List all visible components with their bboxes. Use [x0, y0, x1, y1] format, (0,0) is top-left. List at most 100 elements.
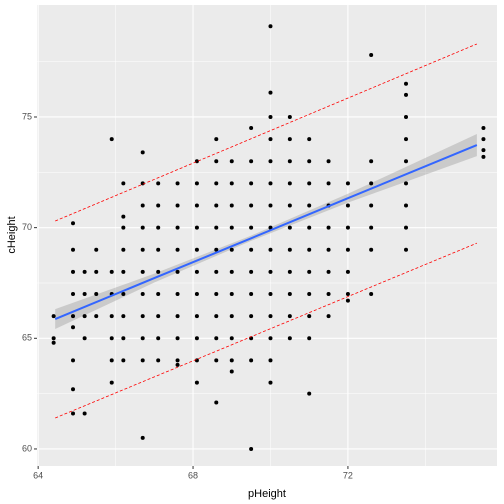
- point: [121, 214, 126, 219]
- point: [140, 269, 145, 274]
- point: [140, 181, 145, 186]
- point: [249, 225, 254, 230]
- point: [307, 269, 312, 274]
- point: [109, 269, 114, 274]
- point: [109, 358, 114, 363]
- point: [175, 247, 180, 252]
- point: [369, 225, 374, 230]
- point: [326, 225, 331, 230]
- point: [214, 314, 219, 319]
- panel: [37, 5, 497, 466]
- x-tick-label: 68: [188, 470, 198, 480]
- point: [82, 314, 87, 319]
- point: [214, 203, 219, 208]
- point: [71, 314, 76, 319]
- point: [175, 269, 180, 274]
- point: [194, 181, 199, 186]
- point: [307, 159, 312, 164]
- point: [345, 203, 350, 208]
- point: [175, 358, 180, 363]
- point: [175, 314, 180, 319]
- point: [194, 292, 199, 297]
- point: [214, 336, 219, 341]
- point: [51, 314, 56, 319]
- point: [175, 336, 180, 341]
- point: [326, 314, 331, 319]
- point: [268, 181, 273, 186]
- point: [404, 114, 409, 119]
- point: [268, 292, 273, 297]
- point: [156, 203, 161, 208]
- point: [175, 362, 180, 367]
- point: [268, 203, 273, 208]
- point: [71, 325, 76, 330]
- point: [369, 53, 374, 58]
- point: [229, 159, 234, 164]
- point: [268, 225, 273, 230]
- point: [214, 159, 219, 164]
- point: [121, 269, 126, 274]
- point: [229, 358, 234, 363]
- point: [268, 247, 273, 252]
- x-tick-label: 64: [33, 470, 43, 480]
- point: [404, 181, 409, 186]
- point: [249, 358, 254, 363]
- point: [214, 225, 219, 230]
- point: [121, 336, 126, 341]
- point: [369, 292, 374, 297]
- point: [156, 225, 161, 230]
- point: [175, 292, 180, 297]
- point: [71, 358, 76, 363]
- point: [287, 137, 292, 142]
- point: [326, 181, 331, 186]
- point: [287, 159, 292, 164]
- point: [481, 137, 486, 142]
- point: [229, 292, 234, 297]
- point: [214, 292, 219, 297]
- point: [121, 225, 126, 230]
- point: [140, 358, 145, 363]
- point: [249, 292, 254, 297]
- point: [404, 203, 409, 208]
- point: [326, 247, 331, 252]
- point: [229, 225, 234, 230]
- point: [307, 314, 312, 319]
- point: [214, 358, 219, 363]
- point: [229, 314, 234, 319]
- point: [140, 247, 145, 252]
- point: [404, 92, 409, 97]
- point: [140, 435, 145, 440]
- point: [326, 159, 331, 164]
- x-tick-label: 72: [343, 470, 353, 480]
- point: [249, 159, 254, 164]
- point: [140, 292, 145, 297]
- point: [307, 203, 312, 208]
- point: [287, 203, 292, 208]
- point: [71, 247, 76, 252]
- point: [481, 148, 486, 153]
- point: [268, 114, 273, 119]
- point: [71, 292, 76, 297]
- point: [345, 298, 350, 303]
- point: [94, 314, 99, 319]
- point: [194, 380, 199, 385]
- point: [287, 314, 292, 319]
- point: [249, 203, 254, 208]
- point: [345, 225, 350, 230]
- point: [71, 269, 76, 274]
- y-tick-label: 70: [22, 222, 32, 232]
- point: [140, 314, 145, 319]
- point: [307, 225, 312, 230]
- fit-line: [54, 144, 478, 320]
- point: [326, 269, 331, 274]
- point: [194, 336, 199, 341]
- point: [194, 269, 199, 274]
- point: [345, 181, 350, 186]
- point: [229, 203, 234, 208]
- point: [249, 247, 254, 252]
- point: [140, 225, 145, 230]
- point: [345, 292, 350, 297]
- point: [140, 336, 145, 341]
- point: [214, 181, 219, 186]
- point: [71, 387, 76, 392]
